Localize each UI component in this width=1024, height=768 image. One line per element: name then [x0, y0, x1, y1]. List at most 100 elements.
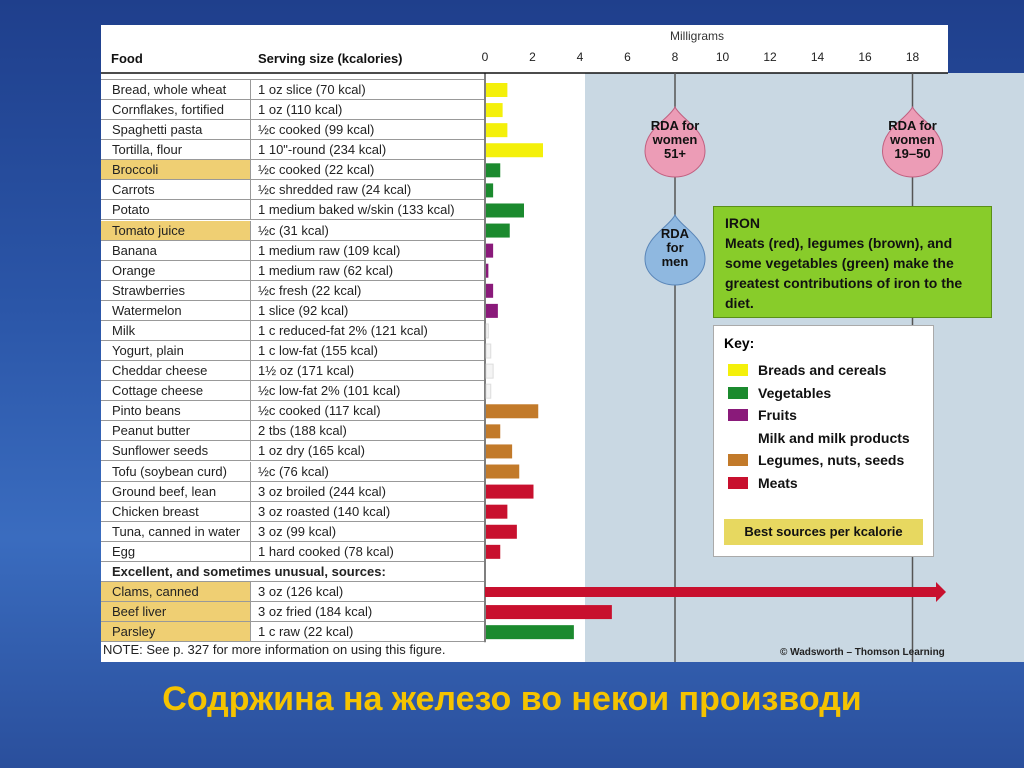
table-row: Tomato juice ½c (31 kcal) — [101, 220, 484, 241]
bar-meats — [486, 484, 534, 499]
rda-label-line: RDA for — [888, 118, 937, 133]
bar-milk — [485, 383, 492, 399]
table-row: Ground beef, lean 3 oz broiled (244 kcal) — [101, 481, 484, 502]
table-row: Egg 1 hard cooked (78 kcal) — [101, 541, 484, 562]
serving-size: ½c (76 kcal) — [258, 463, 329, 479]
food-name: Cottage cheese — [101, 381, 251, 401]
legend-swatch — [728, 431, 748, 444]
food-name: Beef liver — [101, 602, 251, 622]
food-name: Orange — [101, 260, 251, 280]
bar-breads — [486, 103, 503, 118]
legend-label: Legumes, nuts, seeds — [758, 452, 905, 469]
x-tick-label: 8 — [671, 50, 679, 64]
bar-milk — [485, 343, 492, 359]
food-name: Tofu (soybean curd) — [101, 461, 251, 481]
bar-meats — [486, 605, 612, 620]
rda-label-line: 19–50 — [894, 146, 931, 161]
food-name: Potato — [101, 200, 251, 220]
legend-label: Milk and milk products — [758, 429, 910, 446]
table-top-rule — [101, 79, 484, 80]
serving-size: ½c fresh (22 kcal) — [258, 282, 362, 298]
serving-size: 3 oz broiled (244 kcal) — [258, 483, 386, 499]
bar-breads — [486, 123, 508, 138]
serving-size: 1 medium raw (109 kcal) — [258, 242, 401, 258]
legend-swatch — [728, 454, 748, 467]
legend-label: Meats — [758, 475, 798, 491]
x-tick-label: 18 — [905, 50, 920, 64]
serving-size: ½c low-fat 2% (101 kcal) — [258, 383, 401, 399]
bar-fruits — [486, 243, 494, 258]
table-row: Peanut butter 2 tbs (188 kcal) — [101, 421, 484, 442]
bar-vegetables — [486, 183, 494, 198]
rda-drop-shape — [881, 105, 944, 178]
food-name: Peanut butter — [101, 421, 251, 441]
table-row: Orange 1 medium raw (62 kcal) — [101, 260, 484, 281]
serving-size: 1 c low-fat (155 kcal) — [258, 343, 378, 359]
offscale-arrow — [936, 582, 946, 602]
serving-size: 1 c raw (22 kcal) — [258, 624, 354, 640]
x-tick-label: 2 — [529, 50, 536, 64]
serving-column-header: Serving size (kcalories) — [258, 51, 403, 66]
bar-fruits — [486, 283, 494, 298]
iron-figure: Food Serving size (kcalories) Milligrams… — [101, 25, 1024, 662]
food-name: Spaghetti pasta — [101, 120, 251, 140]
serving-size: ½c cooked (22 kcal) — [258, 162, 375, 178]
food-name: Chicken breast — [101, 501, 251, 521]
bar-legumes — [486, 424, 501, 439]
x-tick-label: 10 — [715, 50, 730, 64]
figure-note: NOTE: See p. 327 for more information on… — [103, 642, 446, 657]
food-name: Bread, whole wheat — [101, 80, 251, 99]
food-name: Cheddar cheese — [101, 361, 251, 381]
x-axis-unit-label: Milligrams — [670, 29, 724, 43]
iron-info-body: Meats (red), legumes (brown), and some v… — [725, 235, 963, 311]
food-name: Pinto beans — [101, 401, 251, 421]
serving-size: 1 slice (92 kcal) — [258, 302, 349, 318]
serving-size: 1 hard cooked (78 kcal) — [258, 543, 394, 559]
food-name: Parsley — [101, 622, 251, 642]
serving-size: 1 oz slice (70 kcal) — [258, 82, 366, 97]
x-tick-label: 0 — [481, 50, 489, 64]
best-sources-badge: Best sources per kcalorie — [724, 519, 923, 545]
section-header-row: Excellent, and sometimes unusual, source… — [101, 562, 484, 582]
serving-size: 1 oz dry (165 kcal) — [258, 443, 365, 459]
food-name: Ground beef, lean — [101, 481, 251, 501]
table-row: Yogurt, plain 1 c low-fat (155 kcal) — [101, 341, 484, 362]
slide-caption: Содржина на железо во некои производи — [162, 680, 862, 718]
food-name: Cornflakes, fortified — [101, 100, 251, 120]
serving-size: ½c (31 kcal) — [258, 222, 329, 238]
table-row: Cottage cheese ½c low-fat 2% (101 kcal) — [101, 381, 484, 402]
bar-vegetables — [486, 223, 510, 238]
serving-size: 3 oz roasted (140 kcal) — [258, 503, 391, 519]
food-name: Broccoli — [101, 160, 251, 180]
x-tick-label: 16 — [858, 50, 872, 64]
serving-size: 2 tbs (188 kcal) — [258, 423, 347, 439]
serving-size: 1 medium baked w/skin (133 kcal) — [258, 202, 455, 218]
rda-marker-label: RDA for women 19–50 — [878, 119, 948, 161]
rda-marker-label: RDA for men — [640, 227, 710, 269]
bar-legumes — [486, 404, 539, 419]
table-row: Cheddar cheese 1½ oz (171 kcal) — [101, 361, 484, 382]
rda-label-line: for — [666, 240, 684, 255]
bar-vegetables — [486, 203, 524, 218]
bar-legumes — [486, 464, 520, 479]
food-name: Egg — [101, 541, 251, 561]
serving-size: 1 10"-round (234 kcal) — [258, 142, 387, 158]
bar-vegetables — [486, 625, 574, 640]
legend-label: Vegetables — [758, 384, 832, 401]
rda-label-line: RDA — [660, 226, 690, 241]
bar-vegetables — [486, 163, 501, 178]
bar-fruits — [486, 303, 498, 318]
food-name: Tortilla, flour — [101, 140, 251, 160]
legend-swatch — [728, 409, 748, 422]
legend-swatch — [728, 364, 748, 376]
food-name: Yogurt, plain — [101, 341, 251, 361]
legend-swatch — [728, 386, 748, 399]
bar-fruits — [486, 263, 489, 278]
rda-label-line: RDA for — [650, 118, 700, 133]
table-row: Watermelon 1 slice (92 kcal) — [101, 300, 484, 321]
table-row: Tuna, canned in water 3 oz (99 kcal) — [101, 521, 484, 542]
bar-legumes — [486, 444, 513, 459]
table-row: Tofu (soybean curd) ½c (76 kcal) — [101, 461, 484, 482]
table-row: Bread, whole wheat 1 oz slice (70 kcal) — [101, 80, 484, 100]
bar-meats — [486, 504, 508, 519]
